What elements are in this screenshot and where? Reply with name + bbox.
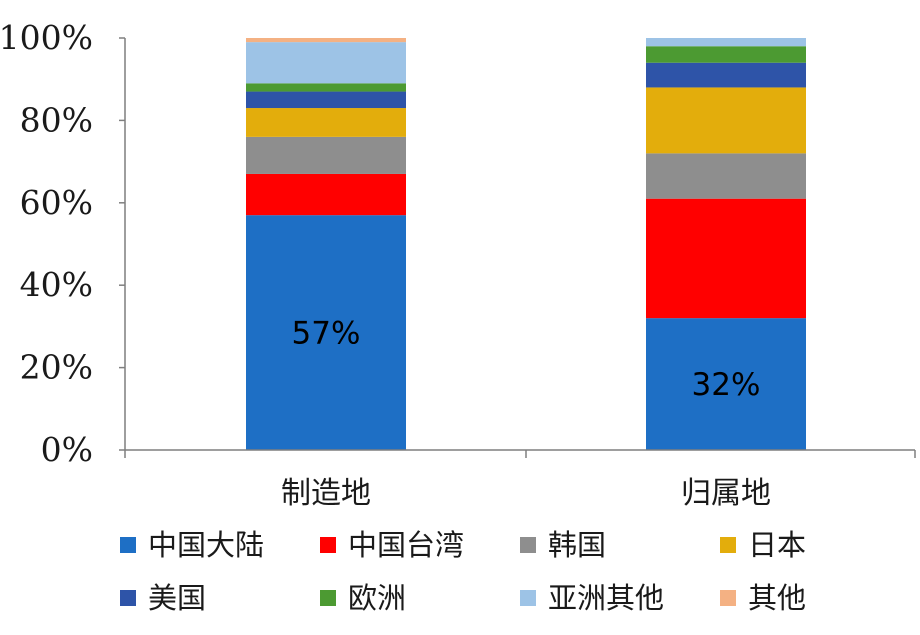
y-tick-label-3: 60%	[20, 183, 93, 222]
bar-segment-0-4	[246, 91, 406, 109]
x-tick-label-1: 归属地	[681, 476, 771, 511]
bar-segment-0-0	[246, 215, 406, 450]
legend-swatch-4	[120, 590, 136, 606]
y-tick-label-5: 100%	[0, 18, 93, 57]
axis-layer: 0% 20% 40% 60% 80% 100% 制造地 归属地	[0, 18, 916, 511]
y-tick-label-1: 20%	[20, 348, 93, 387]
bar-segment-1-2	[646, 153, 806, 199]
bar-segment-0-2	[246, 136, 406, 174]
legend-label-2: 韩国	[548, 528, 606, 562]
legend-swatch-1	[320, 537, 336, 553]
legend-swatch-3	[720, 537, 736, 553]
bar-segment-0-1	[246, 173, 406, 216]
data-label-1: 32%	[692, 367, 761, 403]
bar-segment-0-6	[246, 42, 406, 84]
legend-swatch-5	[320, 590, 336, 606]
y-tick-label-2: 40%	[20, 265, 93, 304]
bars-layer	[246, 38, 806, 450]
legend-swatch-0	[120, 537, 136, 553]
labels-layer: 57% 32%	[292, 316, 761, 404]
bar-segment-1-5	[646, 46, 806, 63]
bar-segment-1-4	[646, 62, 806, 88]
bar-segment-1-3	[646, 87, 806, 154]
x-tick-label-0: 制造地	[281, 476, 371, 511]
data-label-0: 57%	[292, 316, 361, 352]
y-tick-label-0: 0%	[41, 430, 93, 469]
legend-label-4: 美国	[148, 581, 206, 615]
legend-label-1: 中国台湾	[348, 528, 464, 562]
legend-swatch-6	[520, 590, 536, 606]
bar-segment-1-0	[646, 318, 806, 450]
bar-segment-1-6	[646, 38, 806, 47]
bar-segment-0-7	[246, 38, 406, 43]
bar-segment-1-1	[646, 198, 806, 319]
legend-swatch-7	[720, 590, 736, 606]
legend-label-7: 其他	[748, 581, 806, 615]
legend-label-0: 中国大陆	[148, 528, 264, 562]
bar-segment-0-3	[246, 108, 406, 137]
legend-label-6: 亚洲其他	[548, 581, 664, 615]
legend-label-3: 日本	[748, 528, 806, 562]
bar-segment-0-5	[246, 83, 406, 92]
legend-swatch-2	[520, 537, 536, 553]
y-tick-label-4: 80%	[20, 100, 93, 139]
legend-label-5: 欧洲	[348, 581, 406, 615]
